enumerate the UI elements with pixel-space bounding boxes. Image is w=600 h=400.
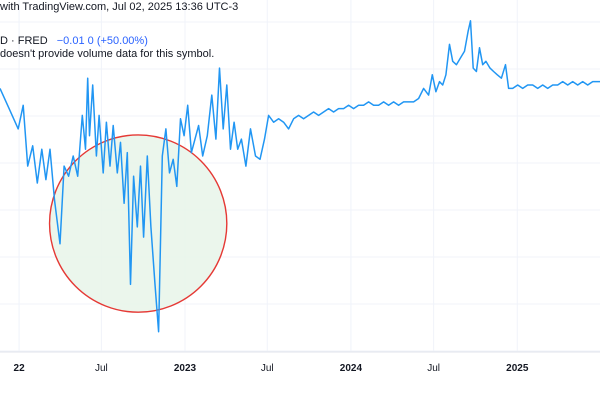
attribution-text: with TradingView.com, Jul 02, 2025 13:36…: [0, 1, 239, 13]
attribution-line: with TradingView.com, Jul 02, 2025 13:36…: [0, 1, 238, 14]
symbol-row: D · FRED −0.01 0 (+50.00%): [0, 35, 214, 48]
volume-notice: doesn't provide volume data for this sym…: [0, 48, 215, 60]
x-tick-label-0: 22: [14, 363, 26, 374]
x-tick-label-5: Jul: [427, 363, 440, 374]
symbol-label[interactable]: D · FRED: [0, 35, 48, 47]
price-line: [0, 20, 600, 333]
legend-block: D · FRED −0.01 0 (+50.00%) doesn't provi…: [0, 35, 214, 61]
x-tick-label-2: 2023: [174, 363, 197, 374]
change-value: −0.01 0: [56, 35, 94, 47]
x-tick-label-1: Jul: [95, 363, 108, 374]
time-axis[interactable]: 22 Jul 2023 Jul 2024 Jul 2025: [14, 363, 529, 374]
price-series: [0, 20, 600, 333]
x-tick-label-4: 2024: [340, 363, 363, 374]
x-tick-label-6: 2025: [506, 363, 529, 374]
x-tick-label-3: Jul: [261, 363, 274, 374]
change-percent: (+50.00%): [96, 35, 148, 47]
